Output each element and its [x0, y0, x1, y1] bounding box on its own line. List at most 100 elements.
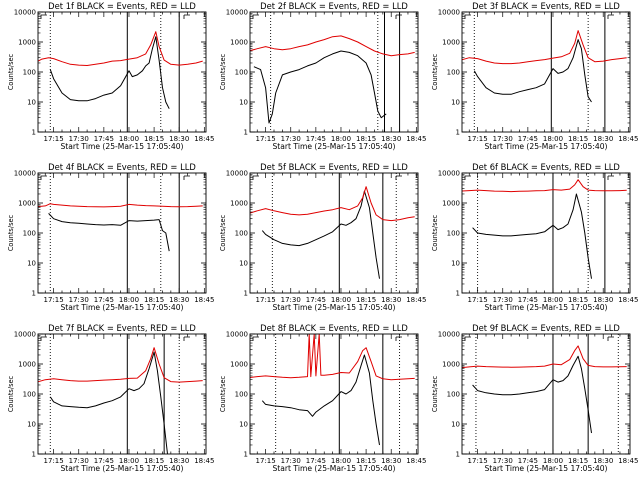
y-tick-label: 100	[23, 391, 36, 399]
x-tick-label: 17:30	[281, 457, 301, 465]
x-tick-label: 18:15	[568, 457, 588, 465]
x-axis-label: Start Time (25-Mar-15 17:05:40)	[484, 464, 607, 473]
corner-glyph-right	[607, 14, 614, 19]
series-black-line	[48, 213, 170, 252]
x-tick-label: 18:15	[144, 296, 164, 304]
x-tick-label: 18:45	[406, 296, 426, 304]
series-black-line	[472, 355, 592, 434]
y-tick-label: 1000	[442, 200, 460, 208]
panel-title: Det 1f BLACK = Events, RED = LLD	[48, 1, 196, 11]
x-tick-label: 18:00	[119, 135, 139, 143]
corner-glyph-left	[40, 336, 47, 341]
corner-glyph-right	[607, 175, 614, 180]
x-tick-label: 17:45	[518, 296, 538, 304]
x-tick-label: 17:45	[518, 135, 538, 143]
x-tick-label: 18:30	[381, 457, 401, 465]
panel-title: Det 6f BLACK = Events, RED = LLD	[472, 162, 620, 172]
plot-frame	[461, 333, 631, 455]
x-tick-label: 17:30	[281, 296, 301, 304]
y-tick-label: 100	[235, 391, 248, 399]
series-red-line	[38, 31, 203, 66]
x-tick-label: 18:15	[144, 457, 164, 465]
y-tick-label: 1	[32, 290, 36, 298]
x-tick-label: 17:45	[94, 457, 114, 465]
y-tick-label: 1000	[442, 39, 460, 47]
y-tick-label: 10	[451, 99, 460, 107]
x-tick-label: 18:45	[194, 457, 214, 465]
x-tick-label: 18:30	[169, 296, 189, 304]
corner-glyph-left	[464, 175, 471, 180]
x-axis-label: Start Time (25-Mar-15 17:05:40)	[60, 303, 183, 312]
panel-title: Det 9f BLACK = Events, RED = LLD	[472, 323, 620, 333]
x-axis-label: Start Time (25-Mar-15 17:05:40)	[484, 303, 607, 312]
series-black-line	[261, 354, 380, 446]
y-tick-label: 10000	[438, 170, 460, 178]
corner-glyph-left	[252, 14, 259, 19]
x-tick-label: 18:00	[543, 457, 563, 465]
x-tick-label: 17:15	[44, 135, 64, 143]
x-tick-label: 18:15	[356, 457, 376, 465]
x-tick-label: 17:15	[468, 296, 488, 304]
x-tick-label: 18:30	[381, 135, 401, 143]
panel-det-5: Det 5f BLACK = Events, RED = LLD 1 10 100 10…	[219, 162, 426, 312]
series-black-line	[472, 193, 592, 279]
x-tick-label: 18:45	[406, 457, 426, 465]
x-tick-label: 18:45	[194, 135, 214, 143]
plot-frame	[37, 333, 207, 455]
series-red-line	[250, 334, 415, 381]
x-tick-label: 18:00	[543, 296, 563, 304]
x-tick-label: 17:30	[493, 135, 513, 143]
x-tick-label: 18:00	[119, 457, 139, 465]
y-tick-label: 10000	[226, 170, 248, 178]
x-tick-label: 18:45	[406, 135, 426, 143]
panel-det-7: Det 7f BLACK = Events, RED = LLD 1 10 100 10…	[7, 323, 214, 473]
corner-glyph-left	[464, 14, 471, 19]
series-red-line	[250, 186, 415, 222]
x-tick-label: 17:45	[518, 457, 538, 465]
x-tick-label: 17:15	[44, 457, 64, 465]
y-axis-label: Counts/sec	[7, 375, 15, 412]
x-axis-label: Start Time (25-Mar-15 17:05:40)	[60, 142, 183, 151]
x-tick-label: 17:30	[69, 135, 89, 143]
y-tick-label: 10000	[226, 331, 248, 339]
series-red-line	[38, 347, 203, 383]
x-tick-label: 17:15	[468, 135, 488, 143]
plot-frame	[461, 172, 631, 294]
panel-title: Det 7f BLACK = Events, RED = LLD	[48, 323, 196, 333]
y-tick-label: 1	[456, 129, 460, 137]
y-tick-label: 10	[239, 260, 248, 268]
x-tick-label: 17:15	[256, 296, 276, 304]
y-tick-label: 1	[456, 451, 460, 459]
y-tick-label: 10000	[14, 331, 36, 339]
plot-frame	[461, 11, 631, 133]
x-tick-label: 17:30	[281, 135, 301, 143]
y-tick-label: 1	[244, 129, 248, 137]
panel-title: Det 5f BLACK = Events, RED = LLD	[260, 162, 408, 172]
corner-glyph-right	[395, 14, 402, 19]
y-tick-label: 100	[447, 69, 460, 77]
x-tick-label: 17:45	[94, 296, 114, 304]
x-tick-label: 17:30	[493, 296, 513, 304]
y-tick-label: 10	[27, 421, 36, 429]
panel-det-8: Det 8f BLACK = Events, RED = LLD 1 10 100 10…	[219, 323, 426, 473]
panel-det-9: Det 9f BLACK = Events, RED = LLD 1 10 100 10…	[431, 323, 638, 473]
x-tick-label: 17:45	[306, 296, 326, 304]
corner-glyph-right	[395, 175, 402, 180]
y-tick-label: 1000	[230, 200, 248, 208]
x-tick-label: 18:30	[169, 135, 189, 143]
x-tick-label: 18:00	[331, 296, 351, 304]
x-tick-label: 17:45	[94, 135, 114, 143]
plot-frame	[37, 172, 207, 294]
y-axis-label: Counts/sec	[431, 214, 439, 251]
y-axis-label: Counts/sec	[7, 214, 15, 251]
y-tick-label: 1000	[442, 361, 460, 369]
y-tick-label: 1	[32, 129, 36, 137]
y-tick-label: 10	[239, 99, 248, 107]
corner-glyph-left	[252, 336, 259, 341]
y-tick-label: 10	[451, 421, 460, 429]
y-tick-label: 1000	[18, 39, 36, 47]
series-black-line	[261, 190, 380, 279]
y-tick-label: 10000	[438, 9, 460, 17]
series-red-line	[462, 345, 627, 369]
series-black-line	[473, 39, 592, 103]
